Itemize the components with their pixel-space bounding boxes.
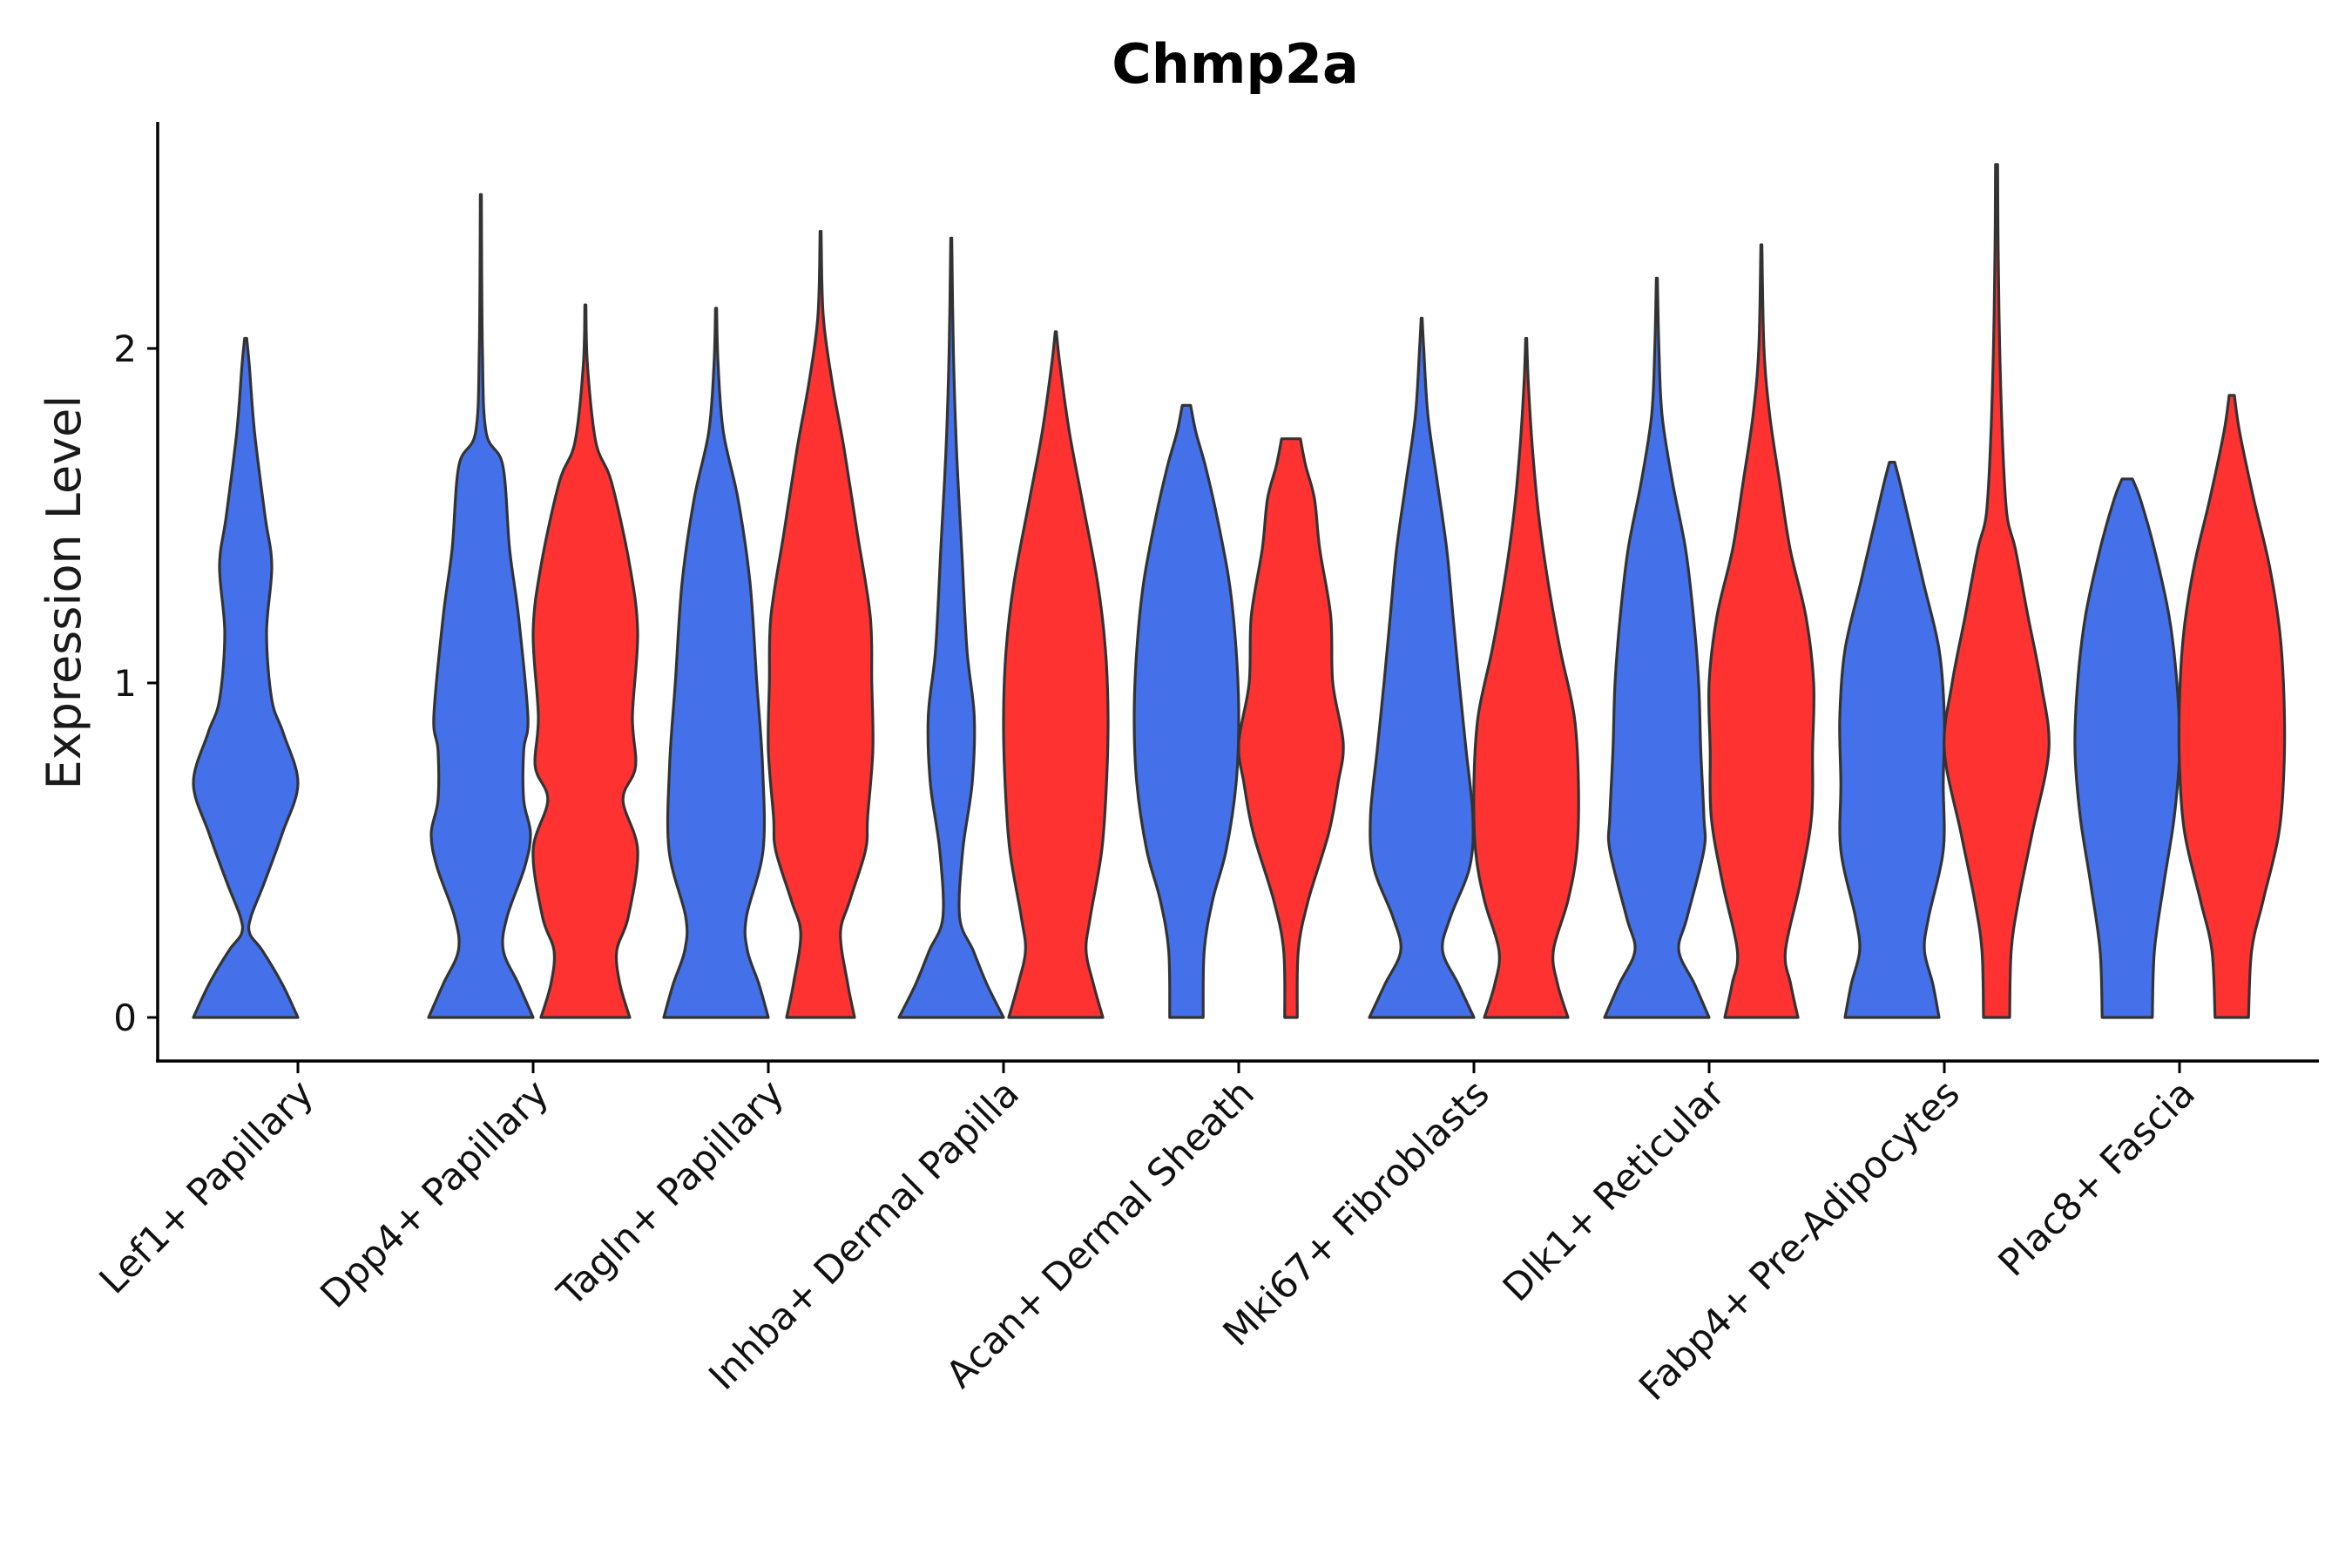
violin-blue <box>1368 316 1476 1019</box>
violin-blue <box>2073 477 2181 1019</box>
x-tick-label: Dpp4+ Papillary <box>313 1071 558 1316</box>
violin-red <box>531 303 639 1019</box>
violin-red <box>1707 243 1816 1019</box>
violin-blue <box>427 193 535 1019</box>
y-tick-label: 2 <box>113 328 137 370</box>
violin-red <box>1943 163 2051 1019</box>
violin-red <box>1237 437 1345 1019</box>
y-tick-label: 1 <box>113 662 137 705</box>
violin-red <box>1472 336 1580 1019</box>
x-tick-label: Lef1+ Papillary <box>91 1071 322 1302</box>
y-tick-label: 0 <box>113 997 137 1039</box>
x-tick-label: Dlk1+ Reticular <box>1495 1071 1734 1310</box>
violin-blue <box>1132 403 1240 1019</box>
violin-blue <box>1838 461 1946 1019</box>
x-tick-label: Mki67+ Fibroblasts <box>1215 1071 1498 1355</box>
x-tick-label: Tagln+ Papillary <box>549 1071 793 1315</box>
violin-red <box>1002 330 1110 1019</box>
violin-red <box>767 230 875 1019</box>
y-ticks: 0 1 2 <box>113 328 158 1039</box>
violin-blue <box>192 336 300 1019</box>
violin-series <box>192 163 2287 1019</box>
violin-blue <box>662 307 770 1019</box>
violin-red <box>2177 394 2287 1019</box>
y-axis-label: Expression Level <box>37 395 91 790</box>
violin-blue <box>897 236 1005 1019</box>
x-tick-label: Plac8+ Fascia <box>1990 1071 2204 1285</box>
violin-blue <box>1603 276 1711 1019</box>
chart-title: Chmp2a <box>1112 32 1359 96</box>
